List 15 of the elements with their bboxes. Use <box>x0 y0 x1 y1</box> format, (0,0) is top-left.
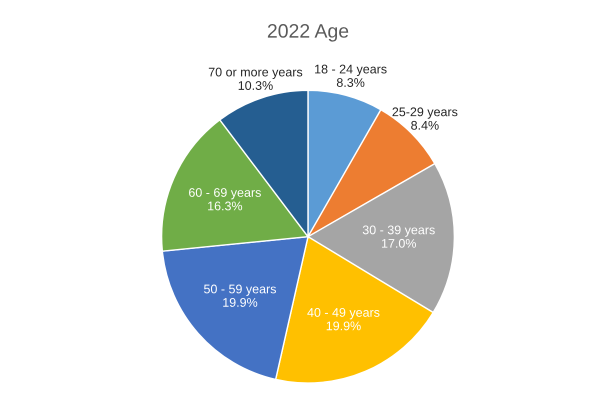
slice-label: 50 - 59 years <box>204 284 276 296</box>
data-label: 16.3% <box>208 202 242 210</box>
data-label: 19.9% <box>326 321 361 330</box>
slice-label: 70 or more years <box>208 68 302 79</box>
slice-label: 60 - 69 years <box>189 188 261 200</box>
data-label: 8.3% <box>336 78 364 87</box>
data-label: 8.4% <box>411 120 439 130</box>
data-label: 19.9% <box>223 298 258 307</box>
slice-label: 18 - 24 years <box>315 64 387 76</box>
slice-label: 25-29 years <box>392 107 458 119</box>
data-label: 17.0% <box>382 238 416 248</box>
data-label: 10.3% <box>238 81 273 90</box>
slice-label: 40 - 49 years <box>307 308 380 320</box>
chart-title: 2022 Age <box>268 24 348 42</box>
slice-label: 30 - 39 years <box>362 225 435 237</box>
